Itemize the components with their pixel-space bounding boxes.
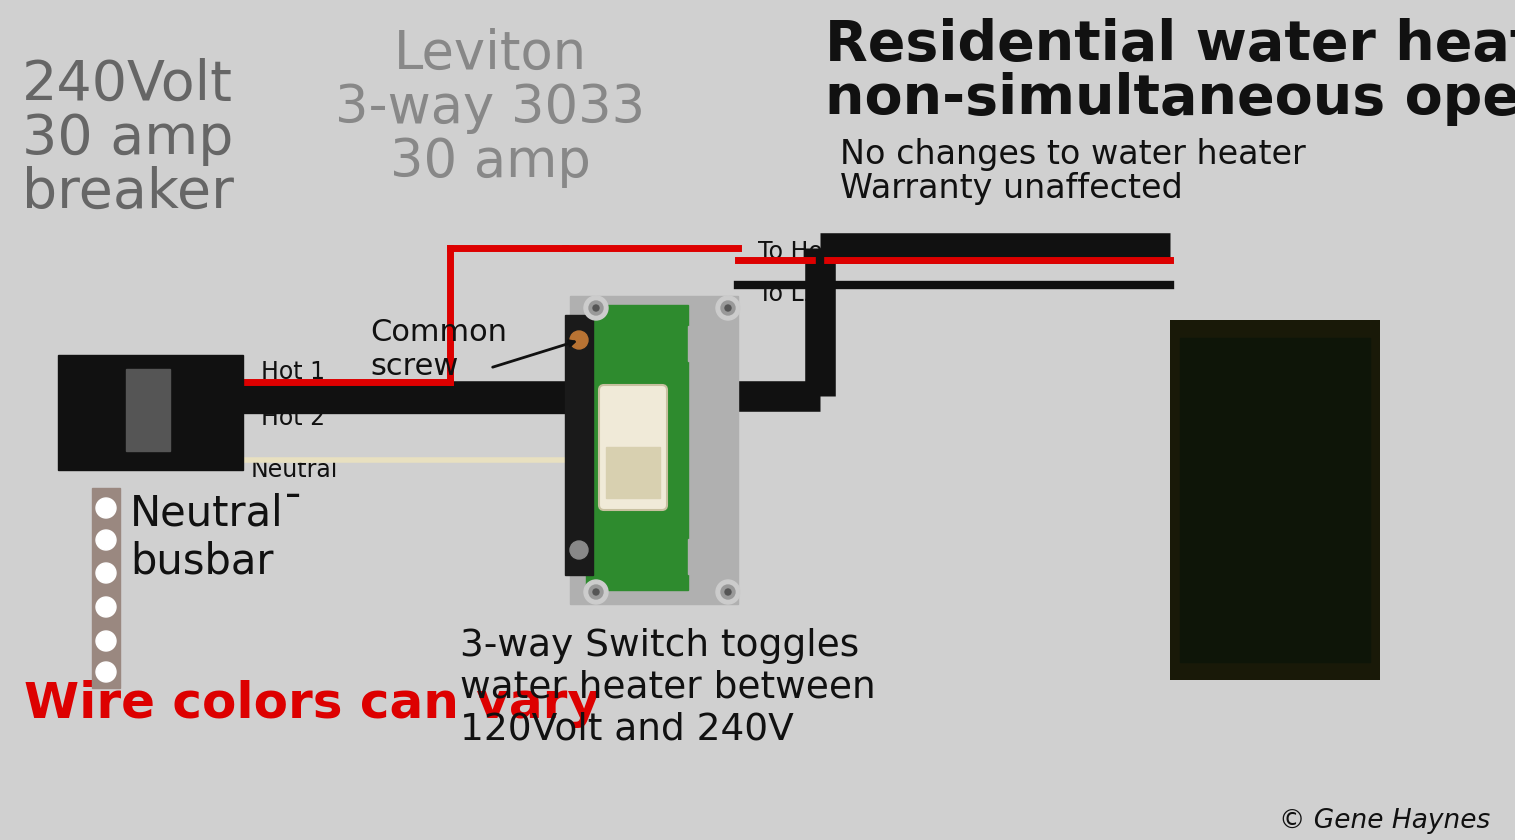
Text: Wire colors can vary: Wire colors can vary	[24, 680, 600, 728]
Circle shape	[726, 589, 732, 595]
Circle shape	[592, 305, 598, 311]
Text: © Gene Haynes: © Gene Haynes	[1279, 808, 1489, 834]
Text: breaker: breaker	[23, 166, 233, 220]
Text: 30 amp: 30 amp	[23, 112, 233, 166]
Text: Residential water heater: Residential water heater	[826, 18, 1515, 72]
Circle shape	[95, 631, 117, 651]
Text: 3-way 3033: 3-way 3033	[335, 82, 645, 134]
Bar	[58, 355, 242, 470]
Circle shape	[95, 563, 117, 583]
Bar	[688, 539, 724, 574]
FancyBboxPatch shape	[598, 385, 667, 510]
Text: 240Volt: 240Volt	[23, 58, 233, 112]
Circle shape	[717, 580, 739, 604]
Text: To L2: To L2	[758, 282, 818, 306]
Circle shape	[583, 296, 608, 320]
Bar	[1170, 320, 1380, 680]
Text: Neutral¯: Neutral¯	[130, 492, 305, 534]
Text: Common
screw: Common screw	[370, 318, 508, 381]
Bar	[126, 369, 170, 451]
Text: To Hot 1: To Hot 1	[758, 240, 854, 264]
Circle shape	[95, 662, 117, 682]
Text: Hot 2: Hot 2	[261, 406, 326, 430]
Bar	[586, 305, 688, 590]
Circle shape	[95, 498, 117, 518]
Circle shape	[726, 305, 732, 311]
Bar	[570, 296, 738, 604]
Circle shape	[95, 597, 117, 617]
Circle shape	[583, 580, 608, 604]
Circle shape	[721, 585, 735, 599]
Circle shape	[570, 331, 588, 349]
Text: Leviton: Leviton	[394, 28, 586, 80]
Bar	[1180, 338, 1370, 662]
Bar	[606, 447, 661, 498]
Text: 30 amp: 30 amp	[389, 136, 591, 188]
Bar	[688, 326, 724, 361]
Circle shape	[717, 296, 739, 320]
Bar	[565, 315, 592, 575]
Text: Neutral: Neutral	[251, 458, 338, 482]
Text: busbar: busbar	[130, 540, 274, 582]
Circle shape	[592, 589, 598, 595]
Text: No changes to water heater: No changes to water heater	[839, 138, 1306, 171]
Circle shape	[589, 301, 603, 315]
Circle shape	[721, 301, 735, 315]
Text: non-simultaneous operation: non-simultaneous operation	[826, 72, 1515, 126]
Bar	[92, 488, 120, 688]
Text: Hot 1: Hot 1	[261, 360, 326, 384]
Circle shape	[570, 541, 588, 559]
Circle shape	[95, 530, 117, 550]
Text: Warranty unaffected: Warranty unaffected	[839, 172, 1183, 205]
Circle shape	[589, 585, 603, 599]
Text: 3-way Switch toggles
water heater between
120Volt and 240V: 3-way Switch toggles water heater betwee…	[461, 628, 876, 748]
